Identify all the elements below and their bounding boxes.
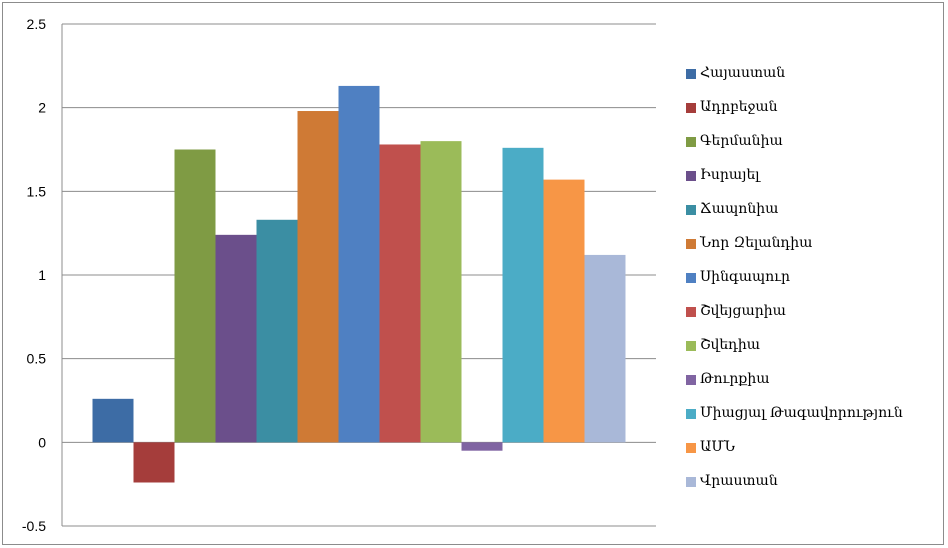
legend-item: Վրաստան [686, 468, 946, 502]
legend-label: Ճապոնիա [700, 201, 779, 217]
legend-item: Ադրբեջան [686, 94, 946, 128]
y-tick-label: 1.5 [27, 183, 47, 199]
bar-5 [297, 111, 339, 443]
legend-swatch [686, 103, 696, 113]
bar-12 [584, 254, 626, 443]
bar-6 [338, 85, 380, 443]
legend-label: Միացյալ Թագավորություն [700, 405, 903, 421]
legend-label: Թուրքիա [700, 371, 770, 387]
legend-item: Միացյալ Թագավորություն [686, 400, 946, 434]
y-tick-label: -0.5 [22, 518, 46, 534]
legend-swatch [686, 239, 696, 249]
legend-label: Հայաստան [700, 65, 786, 81]
y-axis-ticks: 2.5 2 1.5 1 0.5 0 -0.5 [22, 16, 46, 534]
y-tick-label: 0.5 [27, 351, 47, 367]
bar-4 [256, 219, 298, 443]
bar-7 [379, 144, 421, 443]
legend-item: Շվեդիա [686, 332, 946, 366]
legend-label: Ադրբեջան [700, 99, 778, 115]
legend-swatch [686, 273, 696, 283]
legend-swatch [686, 375, 696, 385]
legend-item: Գերմանիա [686, 128, 946, 162]
legend-item: Շվեյցարիա [686, 298, 946, 332]
bar-10 [502, 147, 544, 443]
legend-item: Ճապոնիա [686, 196, 946, 230]
y-tick-label: 1 [38, 267, 46, 283]
legend-swatch [686, 307, 696, 317]
bar-9 [461, 442, 503, 451]
legend-swatch [686, 477, 696, 487]
legend-item: Սինգապուր [686, 264, 946, 298]
legend-item: Հայաստան [686, 60, 946, 94]
legend: Հայաստան Ադրբեջան Գերմանիա Իսրայել Ճապոնիա Նո… [686, 60, 946, 502]
bars [92, 85, 626, 483]
legend-label: Սինգապուր [700, 269, 791, 285]
legend-label: Իսրայել [700, 167, 760, 183]
legend-item: Թուրքիա [686, 366, 946, 400]
legend-item: Նոր Զելանդիա [686, 230, 946, 264]
legend-label: ԱՄՆ [700, 439, 736, 455]
legend-label: Շվեյցարիա [700, 303, 786, 319]
bar-2 [174, 149, 216, 443]
legend-swatch [686, 443, 696, 453]
legend-swatch [686, 137, 696, 147]
y-tick-label: 2.5 [27, 16, 47, 32]
legend-swatch [686, 341, 696, 351]
legend-label: Շվեդիա [700, 337, 761, 353]
bar-1 [133, 442, 175, 483]
legend-label: Վրաստան [700, 473, 778, 489]
bar-11 [543, 179, 585, 443]
legend-label: Գերմանիա [700, 133, 783, 149]
legend-swatch [686, 171, 696, 181]
bar-8 [420, 141, 462, 443]
legend-item: ԱՄՆ [686, 434, 946, 468]
bar-0 [92, 398, 134, 443]
legend-swatch [686, 409, 696, 419]
legend-swatch [686, 205, 696, 215]
bar-3 [215, 234, 257, 443]
legend-swatch [686, 69, 696, 79]
legend-item: Իսրայել [686, 162, 946, 196]
legend-label: Նոր Զելանդիա [700, 235, 813, 251]
y-tick-label: 2 [38, 100, 46, 116]
y-tick-label: 0 [38, 434, 46, 450]
